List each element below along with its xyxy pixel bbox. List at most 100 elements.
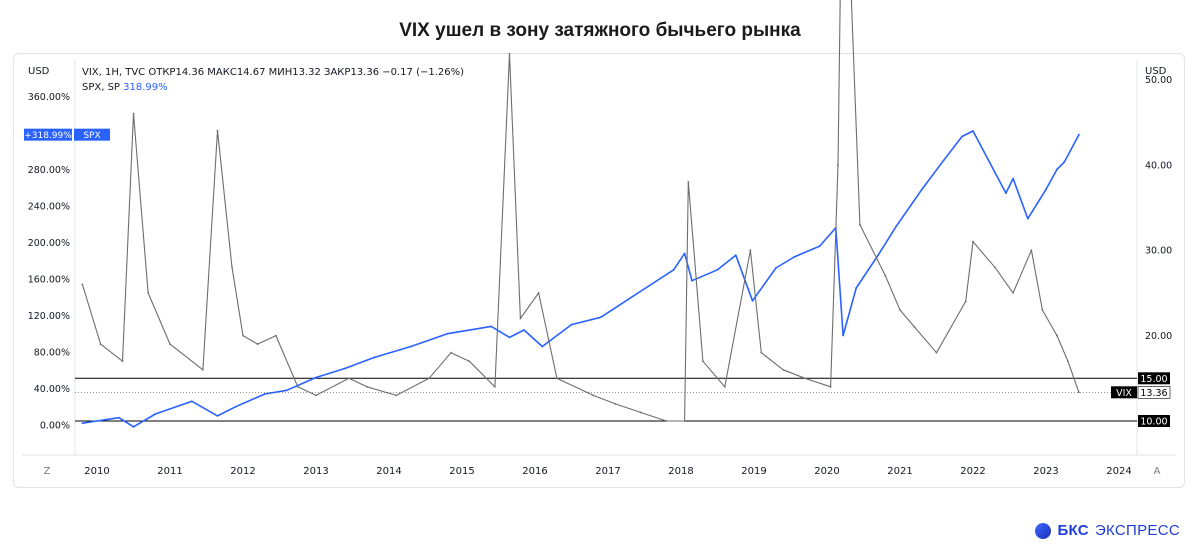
series-point-vix (450, 351, 452, 354)
vix-name-tag-bg (1111, 386, 1137, 399)
series-point-vix (347, 377, 350, 380)
series-point-spx (373, 356, 376, 359)
series-point-spx (508, 336, 511, 339)
left-tick-label: 280.00% (28, 165, 70, 176)
spx-legend: SPX, SP 318.99% (82, 82, 168, 93)
series-point-spx (599, 316, 602, 319)
x-tick-label: 2021 (887, 466, 912, 477)
series-point-vix (395, 394, 398, 397)
series-point-vix (858, 223, 861, 226)
series-point-spx (191, 400, 193, 403)
series-line-spx (82, 130, 1080, 428)
series-point-spx (344, 367, 347, 370)
series-point-vix (121, 360, 124, 363)
series-point-vix (201, 368, 204, 371)
series-point-vix (884, 274, 887, 277)
x-tick-label: 2012 (230, 466, 255, 477)
series-point-spx (672, 268, 675, 271)
series-point-spx (285, 389, 288, 392)
series-point-vix (749, 249, 752, 252)
series-point-vix (972, 240, 974, 243)
series-point-vix (508, 52, 511, 55)
series-point-spx (877, 254, 879, 257)
chart-frame (13, 53, 1185, 488)
series-point-spx (1045, 188, 1047, 191)
vix-name-tag: VIX (1116, 388, 1132, 399)
series-point-spx (793, 256, 796, 258)
series-point-vix (1041, 309, 1044, 311)
spx-legend-value: 318.99% (123, 82, 168, 93)
series-point-spx (315, 376, 317, 379)
series-point-spx (961, 135, 963, 138)
right-tick-label: 50.00 (1145, 75, 1172, 86)
left-tick-label: 80.00% (34, 347, 70, 358)
series-point-spx (818, 245, 821, 247)
x-tick-label: 2015 (449, 466, 474, 477)
series-point-vix (1030, 249, 1033, 252)
spx-name-tag: SPX (83, 131, 100, 141)
series-point-spx (1012, 177, 1015, 180)
brand-icon (1035, 522, 1052, 539)
series-point-vix (665, 420, 668, 422)
series-point-vix (639, 411, 642, 414)
series-point-spx (1004, 192, 1007, 194)
right-tick-label: 60.00 (1145, 0, 1172, 1)
brand-logo: БКС ЭКСПРЕСС (1035, 522, 1180, 539)
series-point-vix (132, 112, 135, 115)
series-point-vix (99, 343, 102, 346)
brand-name: БКС (1057, 522, 1089, 539)
series-line-vix (81, 0, 1080, 422)
auto-scale-icon: A (1154, 466, 1161, 477)
series-point-spx (734, 254, 737, 257)
vix-value-tag-bg (1137, 386, 1171, 399)
series-point-vix (315, 394, 317, 397)
brand-sub: ЭКСПРЕСС (1094, 522, 1180, 539)
x-tick-label: 2023 (1033, 466, 1058, 477)
x-tick-label: 2010 (84, 466, 109, 477)
series-point-spx (895, 225, 898, 227)
series-point-spx (410, 345, 412, 348)
series-point-spx (570, 323, 573, 326)
series-point-vix (216, 129, 219, 132)
series-point-vix (1056, 334, 1058, 337)
series-point-vix (296, 385, 299, 388)
series-point-vix (1012, 292, 1015, 294)
series-point-spx (683, 252, 686, 255)
series-point-vix (782, 368, 785, 371)
series-point-vix (242, 334, 244, 337)
series-point-spx (751, 299, 754, 302)
series-point-vix (687, 180, 690, 183)
series-point-vix (592, 394, 595, 397)
series-point-spx (942, 159, 945, 162)
right-tick-label: 20.00 (1145, 331, 1172, 342)
series-point-spx (1077, 133, 1080, 136)
series-point-spx (490, 325, 493, 328)
left-tick-label: 240.00% (28, 201, 70, 212)
zoom-z-icon: Z (44, 466, 51, 477)
series-point-vix (913, 326, 916, 328)
series-point-spx (842, 334, 844, 337)
series-point-vix (723, 385, 726, 388)
left-unit-label: USD (28, 66, 50, 77)
series-point-vix (256, 343, 259, 346)
chart-title: VIX ушел в зону затяжного бычьего рынка (399, 20, 801, 41)
series-point-vix (964, 300, 967, 303)
level-tag-label: 15.00 (1140, 374, 1167, 385)
series-point-vix (81, 283, 84, 286)
series-point-vix (994, 266, 996, 269)
spx-name-tag-bg (74, 128, 110, 141)
series-point-spx (636, 292, 639, 295)
series-point-vix (760, 351, 763, 354)
series-point-spx (921, 188, 923, 191)
series-point-spx (264, 393, 266, 395)
spx-value-tag: +318.99% (24, 131, 72, 141)
series-point-vix (899, 309, 901, 311)
x-tick-label: 2024 (1106, 466, 1131, 477)
series-point-spx (1026, 217, 1029, 220)
level-tag-bg (1138, 372, 1170, 385)
series-point-spx (1063, 161, 1066, 163)
series-point-spx (81, 422, 84, 425)
left-tick-label: 160.00% (28, 274, 70, 285)
series-point-vix (804, 377, 806, 380)
